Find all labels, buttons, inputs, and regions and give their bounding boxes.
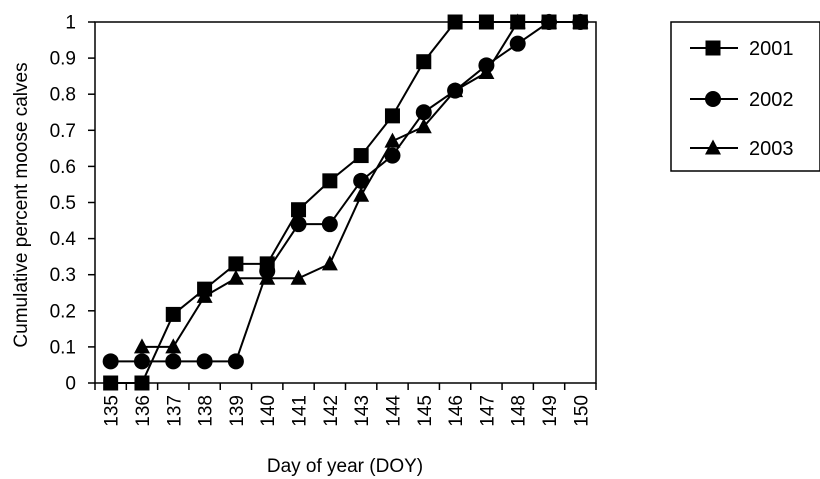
data-point-2003 bbox=[259, 269, 276, 285]
y-tick-label: 0.4 bbox=[50, 229, 77, 250]
data-point-2002 bbox=[353, 172, 370, 189]
data-point-2001 bbox=[228, 256, 244, 272]
legend-marker-2003 bbox=[705, 139, 721, 155]
y-tick-label: 0.7 bbox=[50, 121, 76, 142]
y-tick-label: 0.8 bbox=[50, 85, 76, 106]
x-tick-label: 150 bbox=[571, 395, 592, 427]
data-point-2003 bbox=[541, 13, 558, 29]
data-point-2001 bbox=[291, 202, 307, 218]
data-point-2002 bbox=[133, 353, 150, 370]
x-tick-label: 143 bbox=[352, 395, 373, 427]
legend-marker-2002 bbox=[705, 91, 721, 107]
data-point-2001 bbox=[478, 14, 494, 30]
y-tick-label: 0.2 bbox=[50, 301, 76, 322]
x-tick-label: 148 bbox=[509, 395, 530, 427]
series-layer bbox=[102, 13, 589, 391]
data-point-2001 bbox=[384, 108, 400, 124]
x-axis: 135 136 137 138 139 140 141 142 143 144 145 146 147 1… bbox=[94, 383, 597, 427]
y-tick-label: 0.1 bbox=[50, 337, 76, 358]
legend-label-2003: 2003 bbox=[749, 138, 794, 160]
data-point-2001 bbox=[103, 375, 119, 391]
y-tick-label: 0.6 bbox=[50, 157, 76, 178]
data-point-2003 bbox=[290, 269, 307, 285]
x-tick-label: 149 bbox=[540, 395, 561, 427]
data-point-2002 bbox=[102, 353, 119, 370]
data-point-2002 bbox=[290, 216, 307, 233]
data-point-2001 bbox=[353, 148, 369, 164]
x-tick-label: 145 bbox=[415, 395, 436, 427]
x-axis-title: Day of year (DOY) bbox=[267, 456, 423, 477]
legend-label-2002: 2002 bbox=[749, 89, 794, 111]
x-tick-label: 140 bbox=[258, 395, 279, 427]
y-tick-label: 0.9 bbox=[50, 49, 76, 70]
data-point-2001 bbox=[416, 54, 432, 70]
data-point-2003 bbox=[415, 118, 432, 134]
x-tick-label: 137 bbox=[164, 395, 185, 427]
data-point-2002 bbox=[321, 216, 338, 233]
y-tick-label: 0.3 bbox=[50, 265, 76, 286]
data-point-2003 bbox=[196, 287, 213, 303]
x-tick-label: 138 bbox=[196, 395, 217, 427]
data-point-2003 bbox=[478, 64, 495, 80]
series-line-2002 bbox=[110, 21, 581, 363]
data-point-2003 bbox=[321, 255, 338, 271]
y-tick-label: 1 bbox=[65, 13, 76, 34]
data-point-2002 bbox=[165, 353, 182, 370]
x-tick-label: 136 bbox=[133, 395, 154, 427]
data-point-2001 bbox=[134, 375, 150, 391]
series-2003 bbox=[133, 13, 589, 354]
legend-marker-2001 bbox=[705, 40, 721, 56]
data-point-2001 bbox=[322, 173, 338, 189]
x-tick-label: 147 bbox=[477, 395, 498, 427]
x-tick-label: 142 bbox=[321, 395, 342, 427]
data-point-2003 bbox=[572, 13, 589, 29]
data-point-2002 bbox=[415, 104, 432, 121]
x-tick-label: 141 bbox=[290, 395, 311, 427]
data-point-2003 bbox=[353, 186, 370, 202]
y-tick-label: 0 bbox=[65, 374, 76, 395]
legend: 2001 2002 2003 bbox=[670, 21, 820, 172]
y-axis-title: Cumulative percent moose calves bbox=[11, 62, 32, 347]
legend-label-2001: 2001 bbox=[749, 38, 794, 60]
data-point-2003 bbox=[384, 132, 401, 148]
x-tick-label: 144 bbox=[383, 395, 404, 427]
data-point-2002 bbox=[227, 353, 244, 370]
y-axis: 0 0.1 0.2 0.3 0.4 0.5 0.6 0.7 0.8 0.9 1 bbox=[50, 13, 95, 395]
data-point-2002 bbox=[384, 147, 401, 164]
legend-box bbox=[670, 21, 820, 172]
data-point-2003 bbox=[509, 13, 526, 29]
data-point-2002 bbox=[509, 35, 526, 52]
data-point-2002 bbox=[196, 353, 213, 370]
data-point-2003 bbox=[227, 269, 244, 285]
data-point-2003 bbox=[165, 338, 182, 354]
y-tick-label: 0.5 bbox=[50, 193, 76, 214]
data-point-2001 bbox=[447, 14, 463, 30]
x-tick-label: 135 bbox=[102, 395, 123, 427]
series-line-2001 bbox=[110, 21, 581, 384]
data-point-2003 bbox=[133, 338, 150, 354]
x-tick-label: 139 bbox=[227, 395, 248, 427]
data-point-2001 bbox=[165, 306, 181, 322]
data-point-2003 bbox=[447, 82, 464, 98]
x-tick-label: 146 bbox=[446, 395, 467, 427]
